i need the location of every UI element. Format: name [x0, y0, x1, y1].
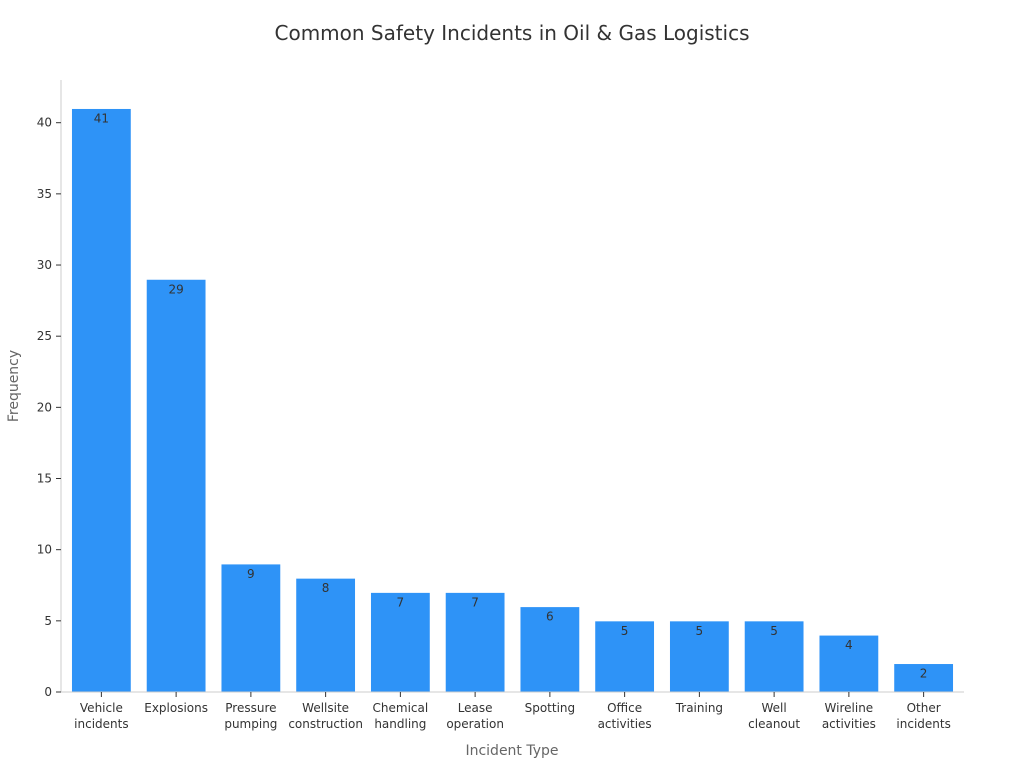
x-tick-label-line: Wellsite — [302, 701, 349, 715]
y-tick-label: 20 — [37, 400, 52, 414]
x-tick-label: Wireline activities — [822, 701, 876, 731]
y-tick-label: 5 — [44, 614, 52, 628]
x-tick-label-line: Well — [762, 701, 787, 715]
y-tick-label: 30 — [37, 258, 52, 272]
x-tick-label: Office activities — [598, 701, 652, 731]
bar — [145, 278, 207, 693]
x-tick-label-line: Explosions — [144, 701, 208, 715]
y-axis: 0 5 10 15 20 25 30 35 40 — [37, 80, 62, 699]
x-tick-label: Explosions — [144, 701, 208, 715]
x-tick-label-line: Pressure — [225, 701, 276, 715]
bar — [220, 563, 282, 693]
y-tick-label: 25 — [37, 329, 52, 343]
bar — [369, 591, 431, 693]
y-tick-label: 40 — [37, 116, 52, 130]
x-tick-label-line: activities — [822, 717, 876, 731]
y-tick-label: 0 — [44, 685, 52, 699]
bar-value-label: 29 — [168, 282, 183, 296]
x-axis-label: Incident Type — [465, 743, 558, 759]
x-tick-label: Wellsite construction — [288, 701, 363, 731]
x-tick-label-line: Chemical — [373, 701, 429, 715]
bar-value-label: 5 — [696, 624, 704, 638]
bar-value-label: 8 — [322, 581, 330, 595]
x-tick-label-line: Other — [907, 701, 941, 715]
x-tick-label: Other incidents — [896, 701, 950, 731]
bar-value-label: 9 — [247, 567, 255, 581]
x-tick-label-line: cleanout — [748, 717, 800, 731]
y-tick-label: 10 — [37, 543, 52, 557]
bar-value-label: 4 — [845, 638, 853, 652]
x-tick-label-line: construction — [288, 717, 363, 731]
bar-value-label: 41 — [94, 111, 109, 125]
bar-value-label: 7 — [397, 595, 405, 609]
chart-title: Common Safety Incidents in Oil & Gas Log… — [275, 21, 750, 45]
bar-value-label: 6 — [546, 610, 554, 624]
x-tick-label: Pressure pumping — [224, 701, 277, 731]
x-tick-label-line: Lease — [458, 701, 493, 715]
x-tick-label: Spotting — [525, 701, 576, 715]
y-tick-label: 35 — [37, 187, 52, 201]
x-tick-label-line: pumping — [224, 717, 277, 731]
x-tick-label: Vehicle incidents — [74, 701, 128, 731]
x-tick-label-line: Office — [607, 701, 642, 715]
bar — [668, 620, 730, 693]
bar — [444, 591, 506, 693]
bar-value-label: 2 — [920, 667, 928, 681]
y-axis-label: Frequency — [6, 350, 22, 422]
bar-value-label: 5 — [770, 624, 778, 638]
bar — [743, 620, 805, 693]
bar-value-label: 5 — [621, 624, 629, 638]
bar — [70, 107, 132, 693]
x-tick-label-line: operation — [446, 717, 504, 731]
x-tick-label: Lease operation — [446, 701, 504, 731]
x-tick-label-line: Spotting — [525, 701, 576, 715]
x-axis: Vehicle incidents Explosions Pressure pumpin… — [61, 691, 964, 731]
x-tick-label-line: handling — [374, 717, 426, 731]
bar — [295, 577, 357, 693]
bar — [594, 620, 656, 693]
bars-group: 41 29 9 8 7 7 6 5 5 5 4 2 — [70, 107, 955, 693]
x-tick-label-line: Wireline — [825, 701, 874, 715]
x-tick-label-line: incidents — [74, 717, 128, 731]
x-tick-label-line: activities — [598, 717, 652, 731]
x-tick-label: Training — [675, 701, 723, 715]
y-tick-label: 15 — [37, 472, 52, 486]
x-tick-label: Well cleanout — [748, 701, 800, 731]
x-tick-label: Chemical handling — [373, 701, 429, 731]
x-tick-label-line: incidents — [896, 717, 950, 731]
x-tick-label-line: Vehicle — [80, 701, 123, 715]
bar — [818, 634, 880, 693]
x-tick-label-line: Training — [675, 701, 723, 715]
bar-value-label: 7 — [471, 595, 479, 609]
